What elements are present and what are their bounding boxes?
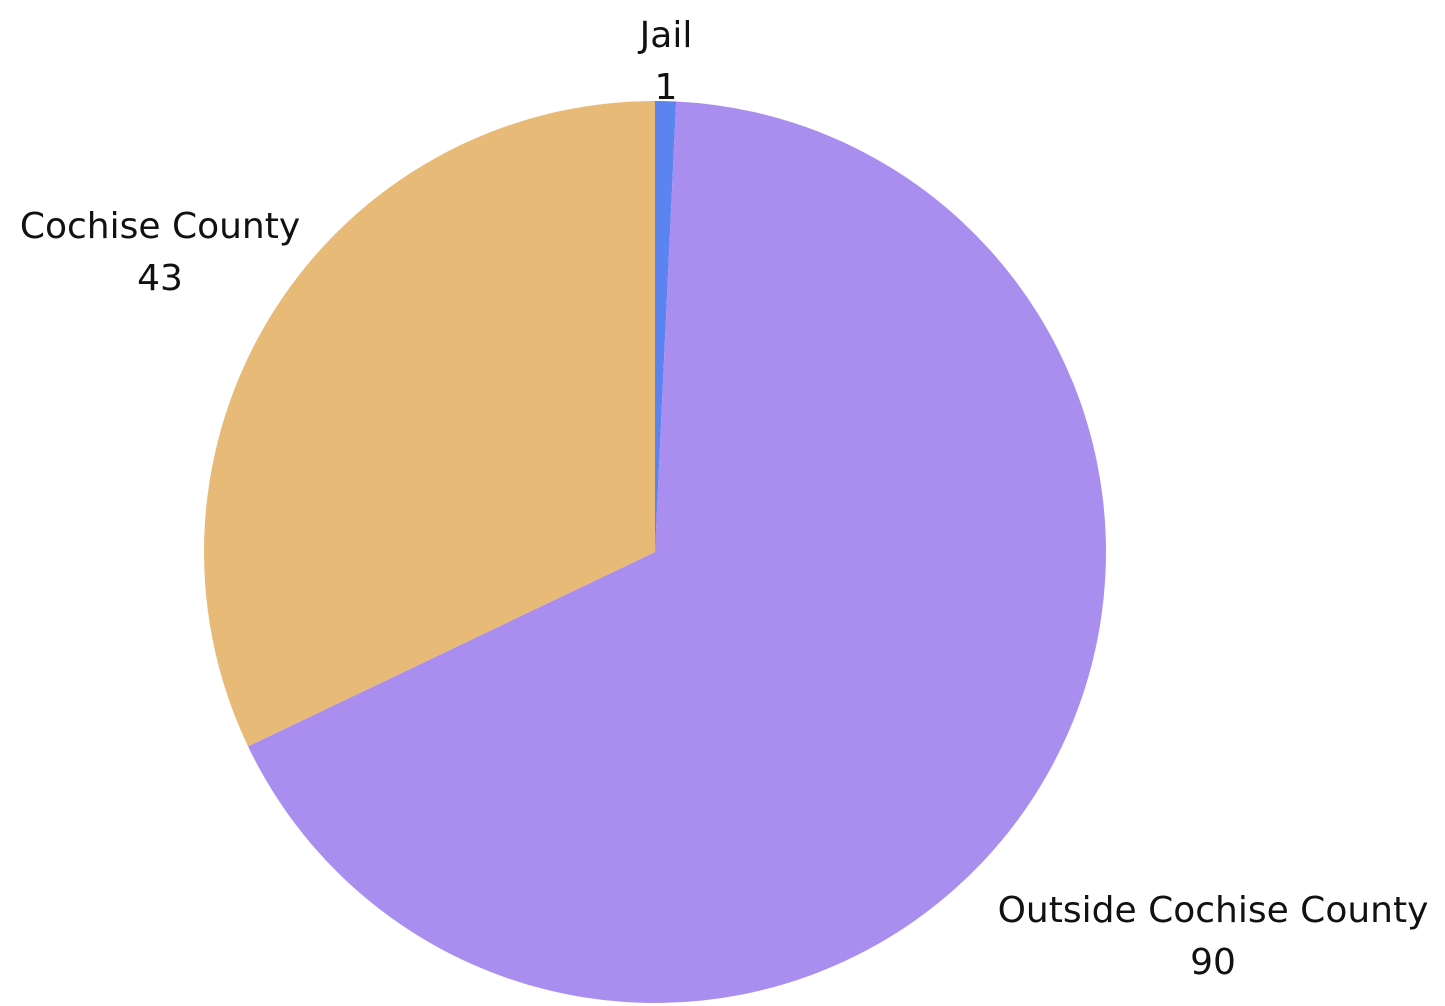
slice-value-cochise-county: 43 [137, 258, 183, 299]
pie-labels: Jail 1 Outside Cochise County 90 Cochise Cou… [20, 15, 1429, 983]
slice-label-cochise-county: Cochise County [20, 206, 300, 247]
slice-label-jail: Jail [638, 15, 693, 56]
pie-slice-outside-cochise-county [248, 101, 1107, 1003]
slice-label-outside-cochise-county: Outside Cochise County [998, 890, 1429, 931]
pie-slice-jail [655, 101, 677, 552]
slice-value-outside-cochise-county: 90 [1190, 942, 1236, 983]
pie-slice-cochise-county [204, 101, 655, 747]
pie-slices [204, 101, 1107, 1003]
slice-value-jail: 1 [655, 67, 678, 108]
